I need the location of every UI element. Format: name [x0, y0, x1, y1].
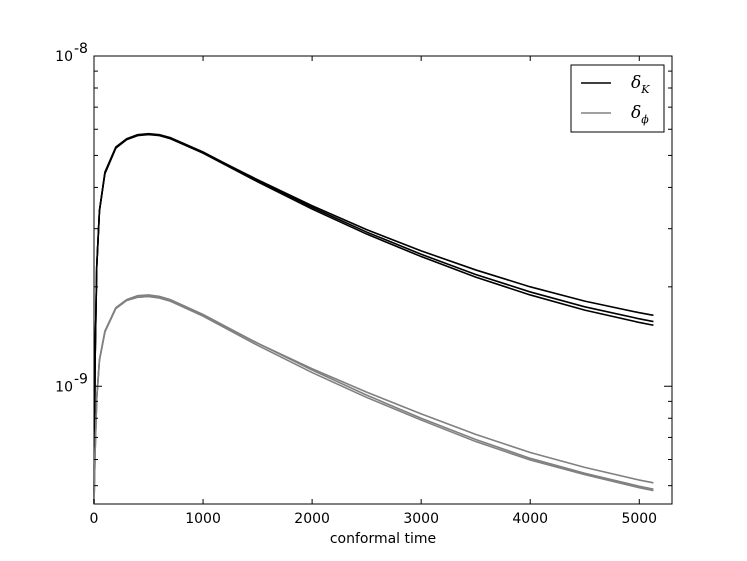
x-tick-label-5: 5000	[621, 511, 657, 527]
y-tick-label-exp-1: -9	[74, 371, 88, 387]
series-lines	[93, 132, 654, 505]
legend-subscript-0: K	[640, 83, 650, 96]
series-line-5	[93, 295, 654, 505]
axis-ticks	[93, 55, 672, 504]
legend-subscript-1: ϕ	[641, 113, 649, 126]
series-line-2	[93, 133, 654, 505]
x-tick-label-1: 1000	[185, 511, 221, 527]
y-tick-label-exp-0: -8	[74, 41, 88, 57]
x-tick-label-3: 3000	[403, 511, 439, 527]
y-tick-label-0: 10	[55, 49, 73, 65]
x-tick-label-4: 4000	[512, 511, 548, 527]
x-tick-labels: 0 1000 2000 3000 4000 5000	[90, 511, 658, 527]
x-axis-label: conformal time	[330, 531, 436, 547]
y-tick-label-1: 10	[55, 379, 73, 395]
legend-box	[570, 64, 665, 133]
y-tick-labels: 10-810-9	[55, 41, 88, 395]
x-tick-label-0: 0	[90, 511, 99, 527]
x-tick-label-2: 2000	[294, 511, 330, 527]
